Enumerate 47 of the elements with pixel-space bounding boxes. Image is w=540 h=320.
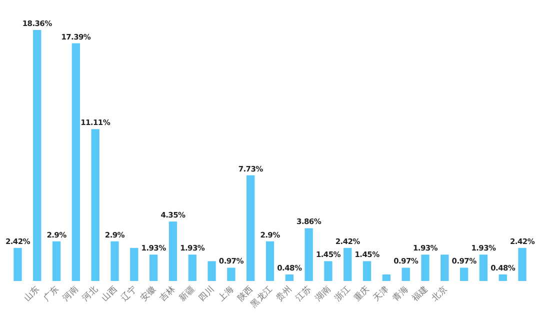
bar [266,241,274,281]
x-tick-label: 福建 [410,283,430,304]
bar [130,248,138,281]
bar [518,248,526,281]
x-tick-label: 湖南 [312,283,334,304]
bar [14,248,22,281]
bar [440,254,449,281]
bar [402,268,410,281]
bar [460,268,468,281]
x-tick-label: 广东 [41,283,62,304]
bar [285,274,294,281]
bar [52,241,61,281]
x-tick-label: 河南 [60,283,82,304]
x-tick-label: 河北 [80,283,100,304]
x-tick-label: 四川 [196,283,217,304]
bar [227,268,236,281]
x-tick-label: 新疆 [176,283,198,304]
bar [304,228,313,281]
bar [362,261,372,281]
bar [479,254,488,281]
bar [246,175,255,281]
x-tick-label: 江苏 [293,283,314,304]
x-tick-label: 贵州 [274,283,295,304]
x-tick-label: 吉林 [158,283,178,304]
bar [168,222,178,281]
x-tick-label: 天津 [371,283,392,304]
x-tick-label: 浙江 [332,283,353,304]
bar [33,30,42,281]
bar [498,274,507,281]
x-tick-label: 重庆 [352,283,372,304]
bar [324,261,332,281]
x-tick-label: 辽宁 [118,283,140,304]
bar [421,254,430,281]
x-tick-label: 安徽 [138,283,159,304]
bar [72,43,80,281]
x-tick-label: 上海 [216,283,236,304]
x-tick-label: 山西 [99,283,120,304]
bar [110,241,119,281]
bar [382,274,391,281]
x-tick-label: 北京 [429,283,450,304]
bar [91,129,100,281]
bar [208,261,216,281]
bar [344,248,352,281]
bar [188,254,196,281]
x-tick-label: 山东 [22,283,42,304]
bar [149,254,158,281]
x-tick-label: 青海 [390,283,411,304]
